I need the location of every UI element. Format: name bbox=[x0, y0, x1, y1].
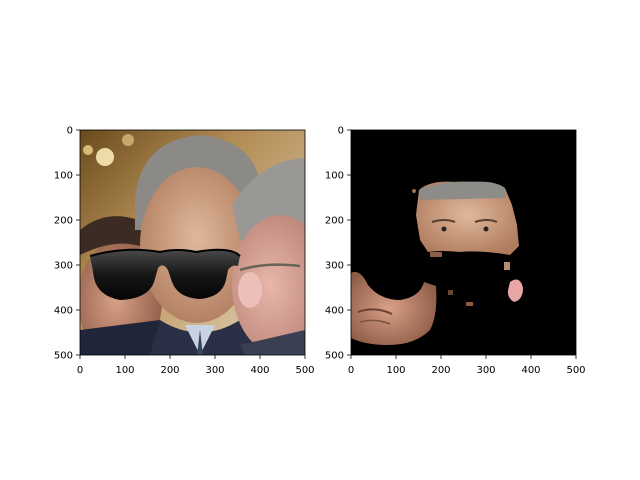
y-tick-label: 500 bbox=[54, 351, 73, 362]
x-tick-label: 500 bbox=[295, 365, 314, 376]
x-tick-label: 0 bbox=[77, 365, 83, 376]
mask-image bbox=[351, 130, 576, 355]
x-tick-label: 400 bbox=[250, 365, 269, 376]
x-tick-label: 500 bbox=[566, 365, 585, 376]
x-tick-label: 100 bbox=[386, 365, 405, 376]
sunglasses-overlay bbox=[89, 248, 241, 300]
photo-frame bbox=[79, 129, 306, 356]
y-tick-label: 300 bbox=[54, 261, 73, 272]
y-tick-label: 500 bbox=[325, 351, 344, 362]
y-tick-label: 200 bbox=[54, 216, 73, 227]
y-tick-label: 100 bbox=[54, 171, 73, 182]
photo-axes: 0 100 200 300 400 500 0 100 200 300 400 500 bbox=[54, 126, 315, 377]
x-tick-label: 300 bbox=[476, 365, 495, 376]
x-tick-label: 400 bbox=[521, 365, 540, 376]
y-tick-label: 200 bbox=[325, 216, 344, 227]
mask-axes: 0 100 200 300 400 500 0 100 200 300 400 500 bbox=[325, 126, 586, 377]
x-tick-label: 0 bbox=[348, 365, 354, 376]
y-tick-label: 400 bbox=[54, 306, 73, 317]
photo-image bbox=[80, 130, 305, 355]
x-tick-label: 200 bbox=[160, 365, 179, 376]
x-tick-label: 200 bbox=[431, 365, 450, 376]
mask-frame bbox=[350, 129, 577, 356]
y-tick-label: 300 bbox=[325, 261, 344, 272]
y-tick-label: 0 bbox=[338, 126, 344, 137]
y-tick-label: 400 bbox=[325, 306, 344, 317]
y-tick-label: 100 bbox=[325, 171, 344, 182]
x-tick-label: 100 bbox=[115, 365, 134, 376]
x-tick-label: 300 bbox=[205, 365, 224, 376]
y-tick-label: 0 bbox=[67, 126, 73, 137]
